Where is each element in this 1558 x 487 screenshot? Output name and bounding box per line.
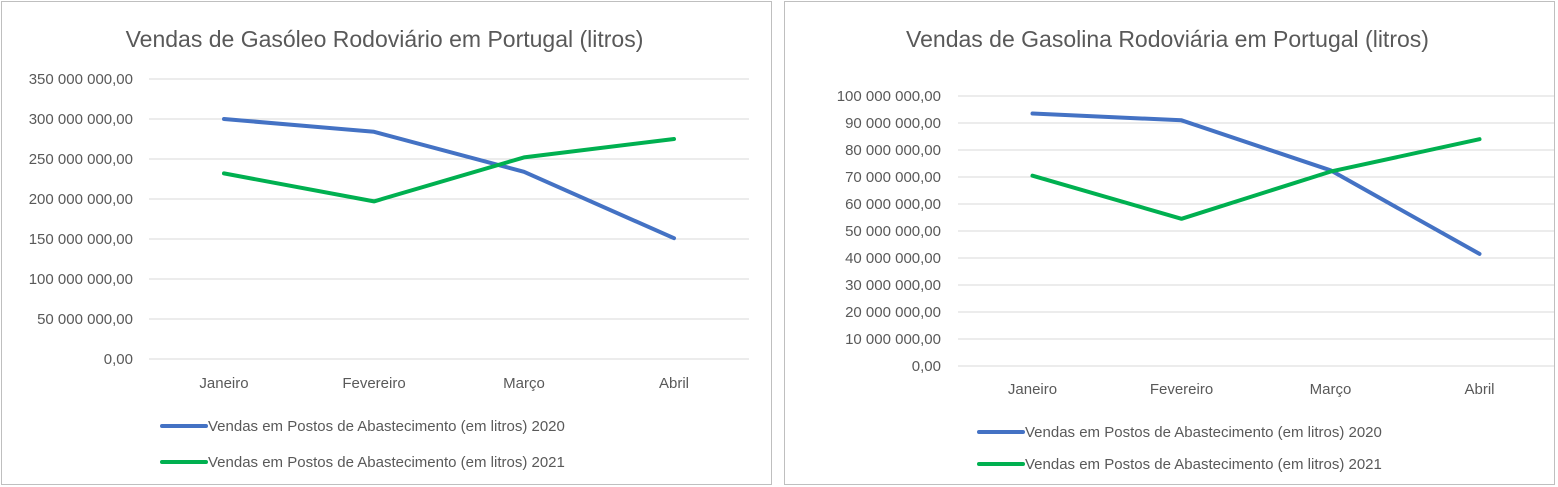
y-tick-label: 350 000 000,00 (29, 71, 133, 88)
x-tick-label: Abril (1464, 381, 1494, 398)
y-tick-label: 20 000 000,00 (845, 304, 941, 321)
y-tick-label: 60 000 000,00 (845, 196, 941, 213)
diesel-chart-panel: Vendas de Gasóleo Rodoviário em Portugal… (1, 1, 772, 485)
x-tick-label: Fevereiro (1150, 381, 1213, 398)
gasoline-chart: Vendas de Gasolina Rodoviária em Portuga… (837, 26, 1554, 473)
y-tick-label: 100 000 000,00 (837, 88, 941, 105)
y-tick-label: 40 000 000,00 (845, 250, 941, 267)
legend-label: Vendas em Postos de Abastecimento (em li… (1025, 456, 1382, 473)
x-tick-label: Março (1310, 381, 1352, 398)
x-tick-label: Janeiro (199, 375, 248, 392)
x-tick-label: Janeiro (1008, 381, 1057, 398)
y-tick-label: 80 000 000,00 (845, 142, 941, 159)
series-line-1 (222, 117, 676, 241)
y-tick-label: 0,00 (104, 351, 133, 368)
diesel-chart: Vendas de Gasóleo Rodoviário em Portugal… (29, 26, 749, 471)
chart-title: Vendas de Gasóleo Rodoviário em Portugal… (126, 26, 644, 52)
y-tick-label: 150 000 000,00 (29, 231, 133, 248)
chart-title: Vendas de Gasolina Rodoviária em Portuga… (906, 26, 1429, 52)
y-tick-label: 250 000 000,00 (29, 151, 133, 168)
y-tick-label: 70 000 000,00 (845, 169, 941, 186)
x-tick-label: Abril (659, 375, 689, 392)
y-tick-label: 300 000 000,00 (29, 111, 133, 128)
y-tick-label: 10 000 000,00 (845, 331, 941, 348)
y-tick-label: 200 000 000,00 (29, 191, 133, 208)
y-tick-label: 30 000 000,00 (845, 277, 941, 294)
legend-label: Vendas em Postos de Abastecimento (em li… (1025, 424, 1382, 441)
legend-label: Vendas em Postos de Abastecimento (em li… (208, 418, 565, 435)
gasoline-chart-panel: Vendas de Gasolina Rodoviária em Portuga… (784, 1, 1555, 485)
x-tick-label: Fevereiro (342, 375, 405, 392)
y-tick-label: 100 000 000,00 (29, 271, 133, 288)
x-tick-label: Março (503, 375, 545, 392)
series-line-1 (1030, 111, 1482, 256)
series-line-2 (222, 137, 676, 204)
y-tick-label: 90 000 000,00 (845, 115, 941, 132)
series-line-2 (1030, 137, 1482, 221)
y-tick-label: 0,00 (912, 358, 941, 375)
y-tick-label: 50 000 000,00 (37, 311, 133, 328)
y-tick-label: 50 000 000,00 (845, 223, 941, 240)
legend-label: Vendas em Postos de Abastecimento (em li… (208, 454, 565, 471)
